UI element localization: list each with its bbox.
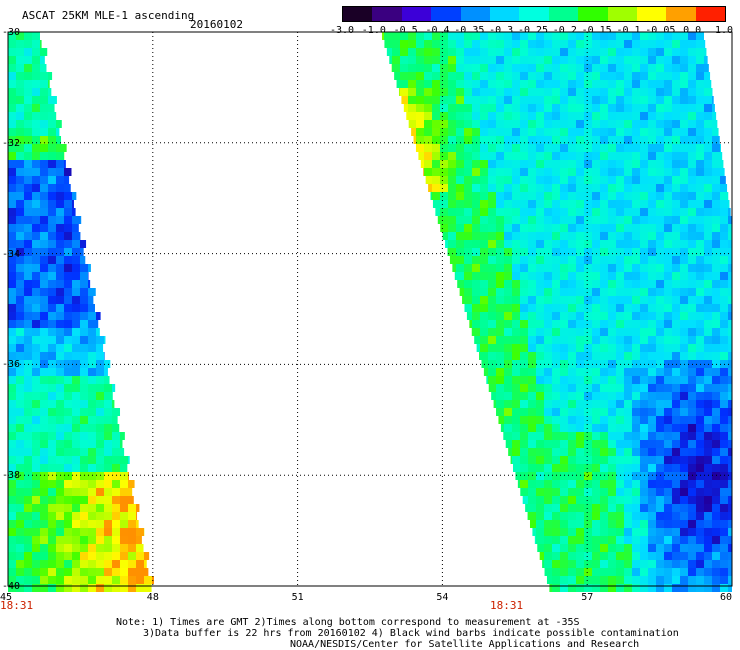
- swath-time-left: 18:31: [0, 599, 34, 612]
- swath-left: [8, 32, 154, 592]
- longitude-label: 45: [0, 592, 13, 603]
- footer-note-1: Note: 1) Times are GMT 2)Times along bot…: [116, 617, 580, 628]
- product-title: ASCAT 25KM MLE-1 ascending: [22, 9, 195, 22]
- colorbar-tick-label: -0.1: [616, 25, 641, 36]
- longitude-label: 54: [436, 592, 449, 603]
- colorbar-segment: [695, 7, 726, 21]
- colorbar-segment: [431, 7, 461, 21]
- colorbar-segment: [343, 7, 373, 21]
- colorbar-tick-label: -0.15: [581, 25, 612, 36]
- lat-lon-grid: [8, 32, 732, 586]
- colorbar-segment: [460, 7, 490, 21]
- colorbar-segment: [666, 7, 696, 21]
- colorbar: [342, 6, 726, 22]
- colorbar-segment: [401, 7, 432, 21]
- footer-note-2: 3)Data buffer is 22 hrs from 20160102 4)…: [143, 628, 679, 639]
- longitude-label: 48: [146, 592, 159, 603]
- colorbar-tick-label: -1.0: [361, 25, 386, 36]
- latitude-label: -38: [2, 470, 21, 482]
- colorbar-tick-label: 0.0: [683, 25, 702, 36]
- colorbar-segment: [548, 7, 579, 21]
- latitude-label: -32: [2, 137, 21, 149]
- colorbar-tick-label: -0.2: [552, 25, 577, 36]
- longitude-label: 60: [720, 592, 733, 603]
- longitude-label: 57: [581, 592, 594, 603]
- latitude-label: -40: [2, 581, 21, 592]
- latitude-label: -36: [2, 359, 21, 371]
- map-frame: [7, 31, 733, 587]
- longitude-label: 51: [291, 592, 304, 603]
- colorbar-tick-label: -0.3: [489, 25, 514, 36]
- colorbar-tick-label: -0.05: [645, 25, 676, 36]
- colorbar-tick-label: 1.0: [714, 25, 734, 36]
- colorbar-tick-label: -0.35: [454, 25, 485, 36]
- colorbar-segment: [578, 7, 608, 21]
- latitude-label: -34: [2, 248, 21, 260]
- colorbar-tick-label: -0.25: [517, 25, 549, 36]
- colorbar-tick-label: -0.5: [393, 25, 418, 36]
- colorbar-segment: [372, 7, 402, 21]
- colorbar-segment: [519, 7, 549, 21]
- colorbar-segment: [607, 7, 637, 21]
- colorbar-segment: [489, 7, 520, 21]
- colorbar-tick-label: -3.0: [329, 25, 355, 36]
- latitude-label: -30: [2, 27, 21, 38]
- colorbar-segment: [636, 7, 667, 21]
- swath-time-right: 18:31: [490, 599, 524, 612]
- colorbar-tick-label: -0.4: [425, 25, 450, 36]
- swath-right: [382, 32, 732, 592]
- product-date: 20160102: [190, 18, 243, 31]
- footer-note-3: NOAA/NESDIS/Center for Satellite Applica…: [290, 639, 640, 650]
